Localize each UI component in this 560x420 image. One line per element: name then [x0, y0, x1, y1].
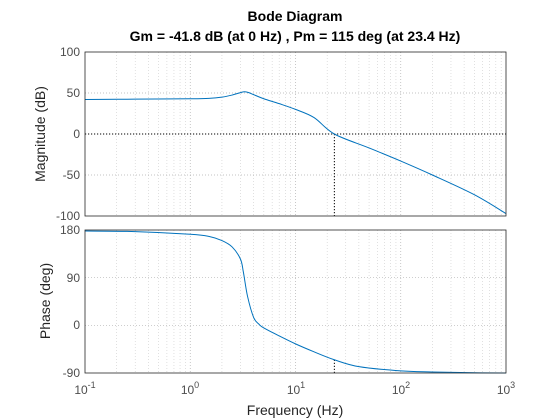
phase-axis-label: Phase (deg) — [37, 263, 53, 339]
frequency-x-ticks: 10-1 100 101 102 103 — [74, 380, 515, 397]
phase-series-line — [84, 230, 507, 374]
magnitude-reference-lines — [85, 133, 506, 216]
magnitude-axis-label: Magnitude (dB) — [32, 86, 48, 182]
chart-title: Bode Diagram — [248, 8, 343, 24]
magnitude-series-line — [84, 91, 507, 214]
magnitude-axes-box — [84, 51, 507, 217]
xtick-label: 102 — [392, 380, 410, 397]
mag-ytick-label: 50 — [67, 86, 81, 100]
phase-grid — [85, 230, 506, 373]
phase-ytick-label: 90 — [67, 271, 81, 285]
xtick-label: 103 — [497, 380, 515, 397]
mag-ytick-label: 0 — [73, 127, 80, 141]
mag-ytick-label: -100 — [56, 209, 80, 223]
phase-ytick-label: -90 — [63, 366, 81, 380]
mag-ytick-label: 100 — [60, 45, 80, 59]
xtick-label: 101 — [287, 380, 305, 397]
phase-plot: 180 90 0 -90 Phase (deg) 10-1 100 101 10… — [37, 223, 515, 418]
phase-y-ticks: 180 90 0 -90 — [60, 223, 80, 380]
phase-ytick-label: 180 — [60, 223, 80, 237]
chart-subtitle: Gm = -41.8 dB (at 0 Hz) , Pm = 115 deg (… — [130, 28, 461, 44]
magnitude-y-ticks: 100 50 0 -50 -100 — [56, 45, 80, 223]
mag-ytick-label: -50 — [63, 168, 81, 182]
phase-ytick-label: 0 — [73, 318, 80, 332]
xtick-label: 100 — [181, 380, 199, 397]
phase-axes-box — [84, 229, 507, 374]
magnitude-plot: 100 50 0 -50 -100 Magnitude (dB) — [32, 45, 507, 223]
frequency-axis-label: Frequency (Hz) — [247, 402, 343, 418]
xtick-label: 10-1 — [74, 380, 95, 397]
